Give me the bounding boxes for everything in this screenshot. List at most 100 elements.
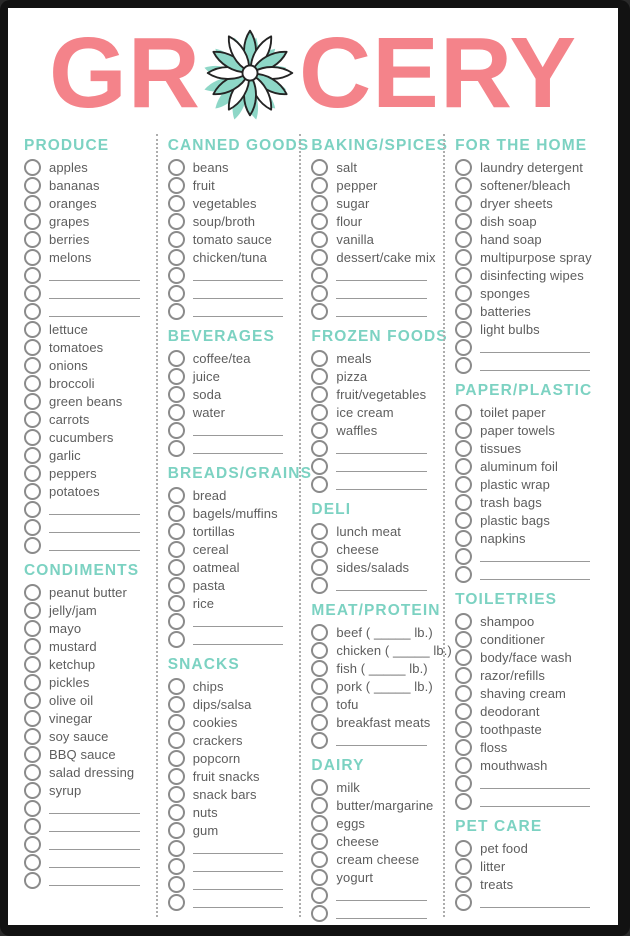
checkbox-circle[interactable]	[167, 266, 185, 284]
checkbox-circle[interactable]	[167, 367, 185, 385]
checkbox-circle[interactable]	[311, 457, 329, 475]
checkbox-circle[interactable]	[455, 493, 473, 511]
checkbox-circle[interactable]	[167, 731, 185, 749]
checkbox-circle[interactable]	[455, 266, 473, 284]
write-in-line[interactable]	[480, 550, 590, 562]
checkbox-circle[interactable]	[24, 374, 41, 392]
checkbox-circle[interactable]	[24, 428, 41, 446]
checkbox-circle[interactable]	[24, 338, 41, 356]
checkbox-circle[interactable]	[24, 482, 41, 500]
checkbox-circle[interactable]	[167, 439, 185, 457]
write-in-line[interactable]	[49, 503, 140, 515]
write-in-line[interactable]	[49, 856, 140, 868]
checkbox-circle[interactable]	[167, 284, 185, 302]
write-in-line[interactable]	[192, 424, 284, 436]
checkbox-circle[interactable]	[167, 594, 185, 612]
checkbox-circle[interactable]	[455, 756, 473, 774]
checkbox-circle[interactable]	[311, 540, 329, 558]
checkbox-circle[interactable]	[24, 356, 41, 374]
checkbox-circle[interactable]	[311, 832, 329, 850]
write-in-line[interactable]	[480, 795, 590, 807]
checkbox-circle[interactable]	[24, 266, 41, 284]
checkbox-circle[interactable]	[24, 619, 41, 637]
write-in-line[interactable]	[192, 896, 284, 908]
write-in-line[interactable]	[336, 269, 428, 281]
write-in-line[interactable]	[192, 878, 284, 890]
checkbox-circle[interactable]	[167, 230, 185, 248]
checkbox-circle[interactable]	[455, 702, 473, 720]
checkbox-circle[interactable]	[167, 176, 185, 194]
write-in-line[interactable]	[336, 889, 428, 901]
checkbox-circle[interactable]	[311, 677, 329, 695]
checkbox-circle[interactable]	[167, 486, 185, 504]
write-in-line[interactable]	[192, 860, 284, 872]
checkbox-circle[interactable]	[311, 713, 329, 731]
checkbox-circle[interactable]	[311, 522, 329, 540]
checkbox-circle[interactable]	[24, 500, 41, 518]
checkbox-circle[interactable]	[24, 212, 41, 230]
write-in-line[interactable]	[336, 442, 428, 454]
write-in-line[interactable]	[480, 568, 590, 580]
checkbox-circle[interactable]	[455, 194, 473, 212]
checkbox-circle[interactable]	[167, 522, 185, 540]
checkbox-circle[interactable]	[24, 799, 41, 817]
checkbox-circle[interactable]	[311, 814, 329, 832]
checkbox-circle[interactable]	[455, 248, 473, 266]
checkbox-circle[interactable]	[455, 857, 473, 875]
checkbox-circle[interactable]	[311, 176, 329, 194]
checkbox-circle[interactable]	[167, 248, 185, 266]
checkbox-circle[interactable]	[167, 158, 185, 176]
checkbox-circle[interactable]	[167, 857, 185, 875]
checkbox-circle[interactable]	[311, 623, 329, 641]
checkbox-circle[interactable]	[311, 695, 329, 713]
checkbox-circle[interactable]	[167, 803, 185, 821]
checkbox-circle[interactable]	[24, 781, 41, 799]
checkbox-circle[interactable]	[24, 248, 41, 266]
checkbox-circle[interactable]	[455, 511, 473, 529]
write-in-line[interactable]	[192, 287, 284, 299]
write-in-line[interactable]	[480, 777, 590, 789]
checkbox-circle[interactable]	[311, 576, 329, 594]
checkbox-circle[interactable]	[167, 421, 185, 439]
checkbox-circle[interactable]	[311, 475, 329, 493]
checkbox-circle[interactable]	[455, 158, 473, 176]
checkbox-circle[interactable]	[455, 320, 473, 338]
write-in-line[interactable]	[336, 478, 428, 490]
write-in-line[interactable]	[480, 896, 590, 908]
checkbox-circle[interactable]	[455, 792, 473, 810]
checkbox-circle[interactable]	[167, 385, 185, 403]
checkbox-circle[interactable]	[311, 385, 329, 403]
checkbox-circle[interactable]	[455, 356, 473, 374]
checkbox-circle[interactable]	[167, 349, 185, 367]
checkbox-circle[interactable]	[167, 695, 185, 713]
checkbox-circle[interactable]	[167, 612, 185, 630]
checkbox-circle[interactable]	[24, 176, 41, 194]
checkbox-circle[interactable]	[455, 457, 473, 475]
checkbox-circle[interactable]	[311, 659, 329, 677]
checkbox-circle[interactable]	[311, 403, 329, 421]
checkbox-circle[interactable]	[455, 893, 473, 911]
checkbox-circle[interactable]	[24, 691, 41, 709]
checkbox-circle[interactable]	[311, 367, 329, 385]
checkbox-circle[interactable]	[455, 565, 473, 583]
write-in-line[interactable]	[49, 539, 140, 551]
checkbox-circle[interactable]	[24, 410, 41, 428]
write-in-line[interactable]	[49, 838, 140, 850]
write-in-line[interactable]	[336, 287, 428, 299]
write-in-line[interactable]	[49, 820, 140, 832]
checkbox-circle[interactable]	[311, 796, 329, 814]
write-in-line[interactable]	[336, 305, 428, 317]
checkbox-circle[interactable]	[455, 630, 473, 648]
checkbox-circle[interactable]	[311, 904, 329, 922]
write-in-line[interactable]	[336, 734, 428, 746]
checkbox-circle[interactable]	[311, 158, 329, 176]
checkbox-circle[interactable]	[311, 284, 329, 302]
checkbox-circle[interactable]	[167, 504, 185, 522]
checkbox-circle[interactable]	[24, 158, 41, 176]
checkbox-circle[interactable]	[24, 655, 41, 673]
checkbox-circle[interactable]	[311, 558, 329, 576]
checkbox-circle[interactable]	[24, 302, 41, 320]
checkbox-circle[interactable]	[167, 893, 185, 911]
checkbox-circle[interactable]	[455, 774, 473, 792]
checkbox-circle[interactable]	[24, 727, 41, 745]
